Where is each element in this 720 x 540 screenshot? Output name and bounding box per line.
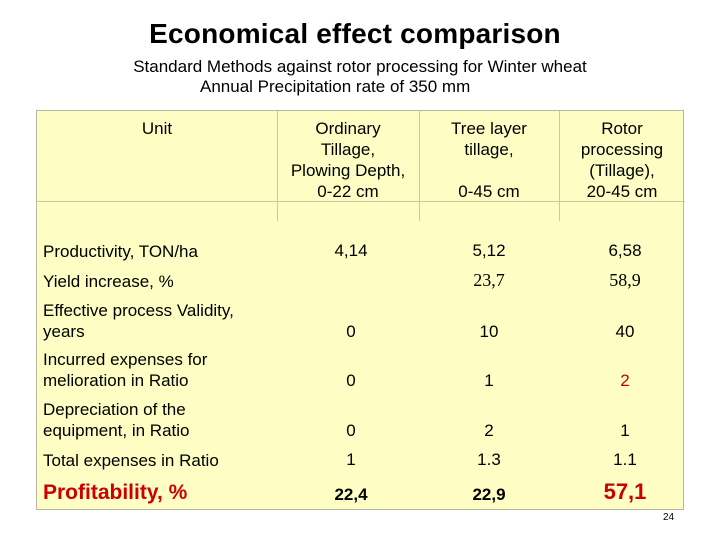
row-label-melioration: Incurred expenses for melioration in Rat… bbox=[43, 350, 208, 390]
row-label-productivity: Productivity, TON/ha bbox=[43, 242, 198, 261]
subtitle-line-1: Standard Methods against rotor processin… bbox=[133, 57, 587, 76]
cell-productivity-ordinary: 4,14 bbox=[334, 241, 368, 260]
header-unit: Unit bbox=[141, 119, 173, 138]
row-label-total-expenses: Total expenses in Ratio bbox=[43, 451, 219, 470]
cell-profitability-tree-layer: 22,9 bbox=[472, 485, 506, 504]
header-rotor-processing: Rotor processing (Tillage), 20-45 cm bbox=[580, 119, 664, 201]
cell-yield-tree-layer: 23,7 bbox=[473, 270, 505, 290]
cell-validity-ordinary: 0 bbox=[346, 322, 356, 341]
cell-depreciation-rotor: 1 bbox=[620, 421, 630, 440]
cell-yield-rotor: 58,9 bbox=[609, 270, 641, 290]
row-label-profitability: Profitability, % bbox=[43, 481, 188, 504]
cell-profitability-rotor: 57,1 bbox=[603, 479, 647, 504]
row-label-yield-increase: Yield increase, % bbox=[43, 272, 174, 291]
row-label-depreciation: Depreciation of the equipment, in Ratio bbox=[43, 400, 190, 440]
header-ordinary-tillage: Ordinary Tillage, Plowing Depth, 0-22 cm bbox=[290, 119, 406, 201]
page-title: Economical effect comparison bbox=[149, 18, 561, 49]
cell-productivity-tree-layer: 5,12 bbox=[472, 241, 506, 260]
header-tree-layer-depth: 0-45 cm bbox=[458, 182, 520, 201]
cell-validity-tree-layer: 10 bbox=[479, 322, 499, 341]
cell-productivity-rotor: 6,58 bbox=[608, 241, 642, 260]
cell-profitability-ordinary: 22,4 bbox=[334, 485, 368, 504]
cell-validity-rotor: 40 bbox=[615, 322, 635, 341]
cell-depreciation-ordinary: 0 bbox=[346, 421, 356, 440]
cell-total-ordinary: 1 bbox=[346, 450, 356, 469]
cell-melioration-tree-layer: 1 bbox=[484, 371, 494, 390]
header-divider bbox=[559, 111, 560, 221]
header-divider bbox=[419, 111, 420, 221]
subtitle-line-2: Annual Precipitation rate of 350 mm bbox=[200, 77, 471, 96]
cell-melioration-ordinary: 0 bbox=[346, 371, 356, 390]
cell-melioration-rotor: 2 bbox=[620, 371, 630, 390]
comparison-table: Unit Ordinary Tillage, Plowing Depth, 0-… bbox=[36, 110, 685, 510]
header-tree-layer-tillage: Tree layer tillage, bbox=[451, 119, 527, 159]
cell-depreciation-tree-layer: 2 bbox=[484, 421, 494, 440]
row-label-validity: Effective process Validity, years bbox=[43, 301, 234, 341]
header-divider bbox=[37, 201, 685, 202]
page-number: 24 bbox=[663, 512, 675, 523]
cell-total-tree-layer: 1.3 bbox=[477, 450, 501, 469]
header-divider bbox=[277, 111, 278, 221]
cell-total-rotor: 1.1 bbox=[613, 450, 637, 469]
